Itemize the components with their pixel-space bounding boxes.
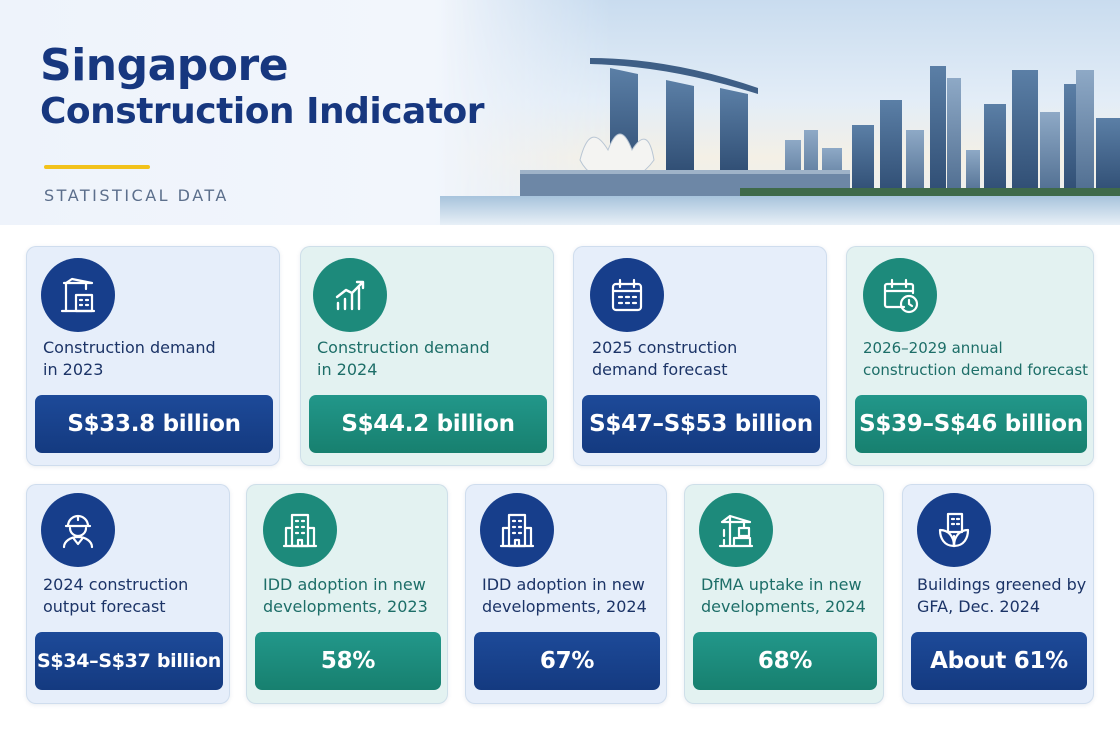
stat-card-value: 67% bbox=[474, 632, 660, 690]
stat-card-forecast-2025: 2025 construction demand forecast S$47–S… bbox=[573, 246, 827, 466]
stat-card-dfma-2024: DfMA uptake in new developments, 2024 68… bbox=[684, 484, 884, 704]
stat-card-label: IDD adoption in new developments, 2023 bbox=[263, 575, 428, 616]
stat-card-label: Construction demand in 2024 bbox=[317, 338, 490, 379]
stat-card-idd-2023: IDD adoption in new developments, 2023 5… bbox=[246, 484, 448, 704]
office-building-icon bbox=[263, 493, 337, 567]
stat-card-greened-buildings: Buildings greened by GFA, Dec. 2024 Abou… bbox=[902, 484, 1094, 704]
prefab-crane-icon bbox=[699, 493, 773, 567]
stat-card-value: 68% bbox=[693, 632, 877, 690]
construction-worker-icon bbox=[41, 493, 115, 567]
page-title-line2: Construction Indicator bbox=[40, 91, 485, 133]
stat-card-demand-2023: Construction demand in 2023 S$33.8 billi… bbox=[26, 246, 280, 466]
growth-chart-icon bbox=[313, 258, 387, 332]
stat-card-value: S$44.2 billion bbox=[309, 395, 547, 453]
page-subtitle: STATISTICAL DATA bbox=[44, 186, 229, 205]
stat-card-value: 58% bbox=[255, 632, 441, 690]
page-title-line1: Singapore bbox=[40, 40, 289, 91]
stat-card-label: Buildings greened by GFA, Dec. 2024 bbox=[917, 575, 1087, 616]
singapore-skyline-illustration bbox=[440, 58, 1120, 225]
page-title: Singapore Construction Indicator bbox=[40, 40, 485, 133]
stat-card-value: About 61% bbox=[911, 632, 1087, 690]
stat-card-output-2024: 2024 construction output forecast S$34–S… bbox=[26, 484, 230, 704]
calendar-clock-icon bbox=[863, 258, 937, 332]
stat-card-value: S$47–S$53 billion bbox=[582, 395, 820, 453]
stat-card-label: DfMA uptake in new developments, 2024 bbox=[701, 575, 866, 616]
office-building-icon bbox=[480, 493, 554, 567]
stat-card-label: 2025 construction demand forecast bbox=[592, 338, 738, 379]
crane-building-icon bbox=[41, 258, 115, 332]
stat-card-label: 2026–2029 annual construction demand for… bbox=[863, 339, 1089, 379]
stat-card-demand-2024: Construction demand in 2024 S$44.2 billi… bbox=[300, 246, 554, 466]
stat-card-forecast-2026-2029: 2026–2029 annual construction demand for… bbox=[846, 246, 1094, 466]
header-banner: Singapore Construction Indicator STATIST… bbox=[0, 0, 1120, 225]
stat-card-value: S$33.8 billion bbox=[35, 395, 273, 453]
green-building-icon bbox=[917, 493, 991, 567]
stat-card-label: Construction demand in 2023 bbox=[43, 338, 216, 379]
title-accent-divider bbox=[44, 165, 150, 169]
stat-card-value: S$39–S$46 billion bbox=[855, 395, 1087, 453]
stat-card-value: S$34–S$37 billion bbox=[35, 632, 223, 690]
stat-card-label: 2024 construction output forecast bbox=[43, 575, 189, 616]
calendar-icon bbox=[590, 258, 664, 332]
stat-card-idd-2024: IDD adoption in new developments, 2024 6… bbox=[465, 484, 667, 704]
stat-card-label: IDD adoption in new developments, 2024 bbox=[482, 575, 647, 616]
